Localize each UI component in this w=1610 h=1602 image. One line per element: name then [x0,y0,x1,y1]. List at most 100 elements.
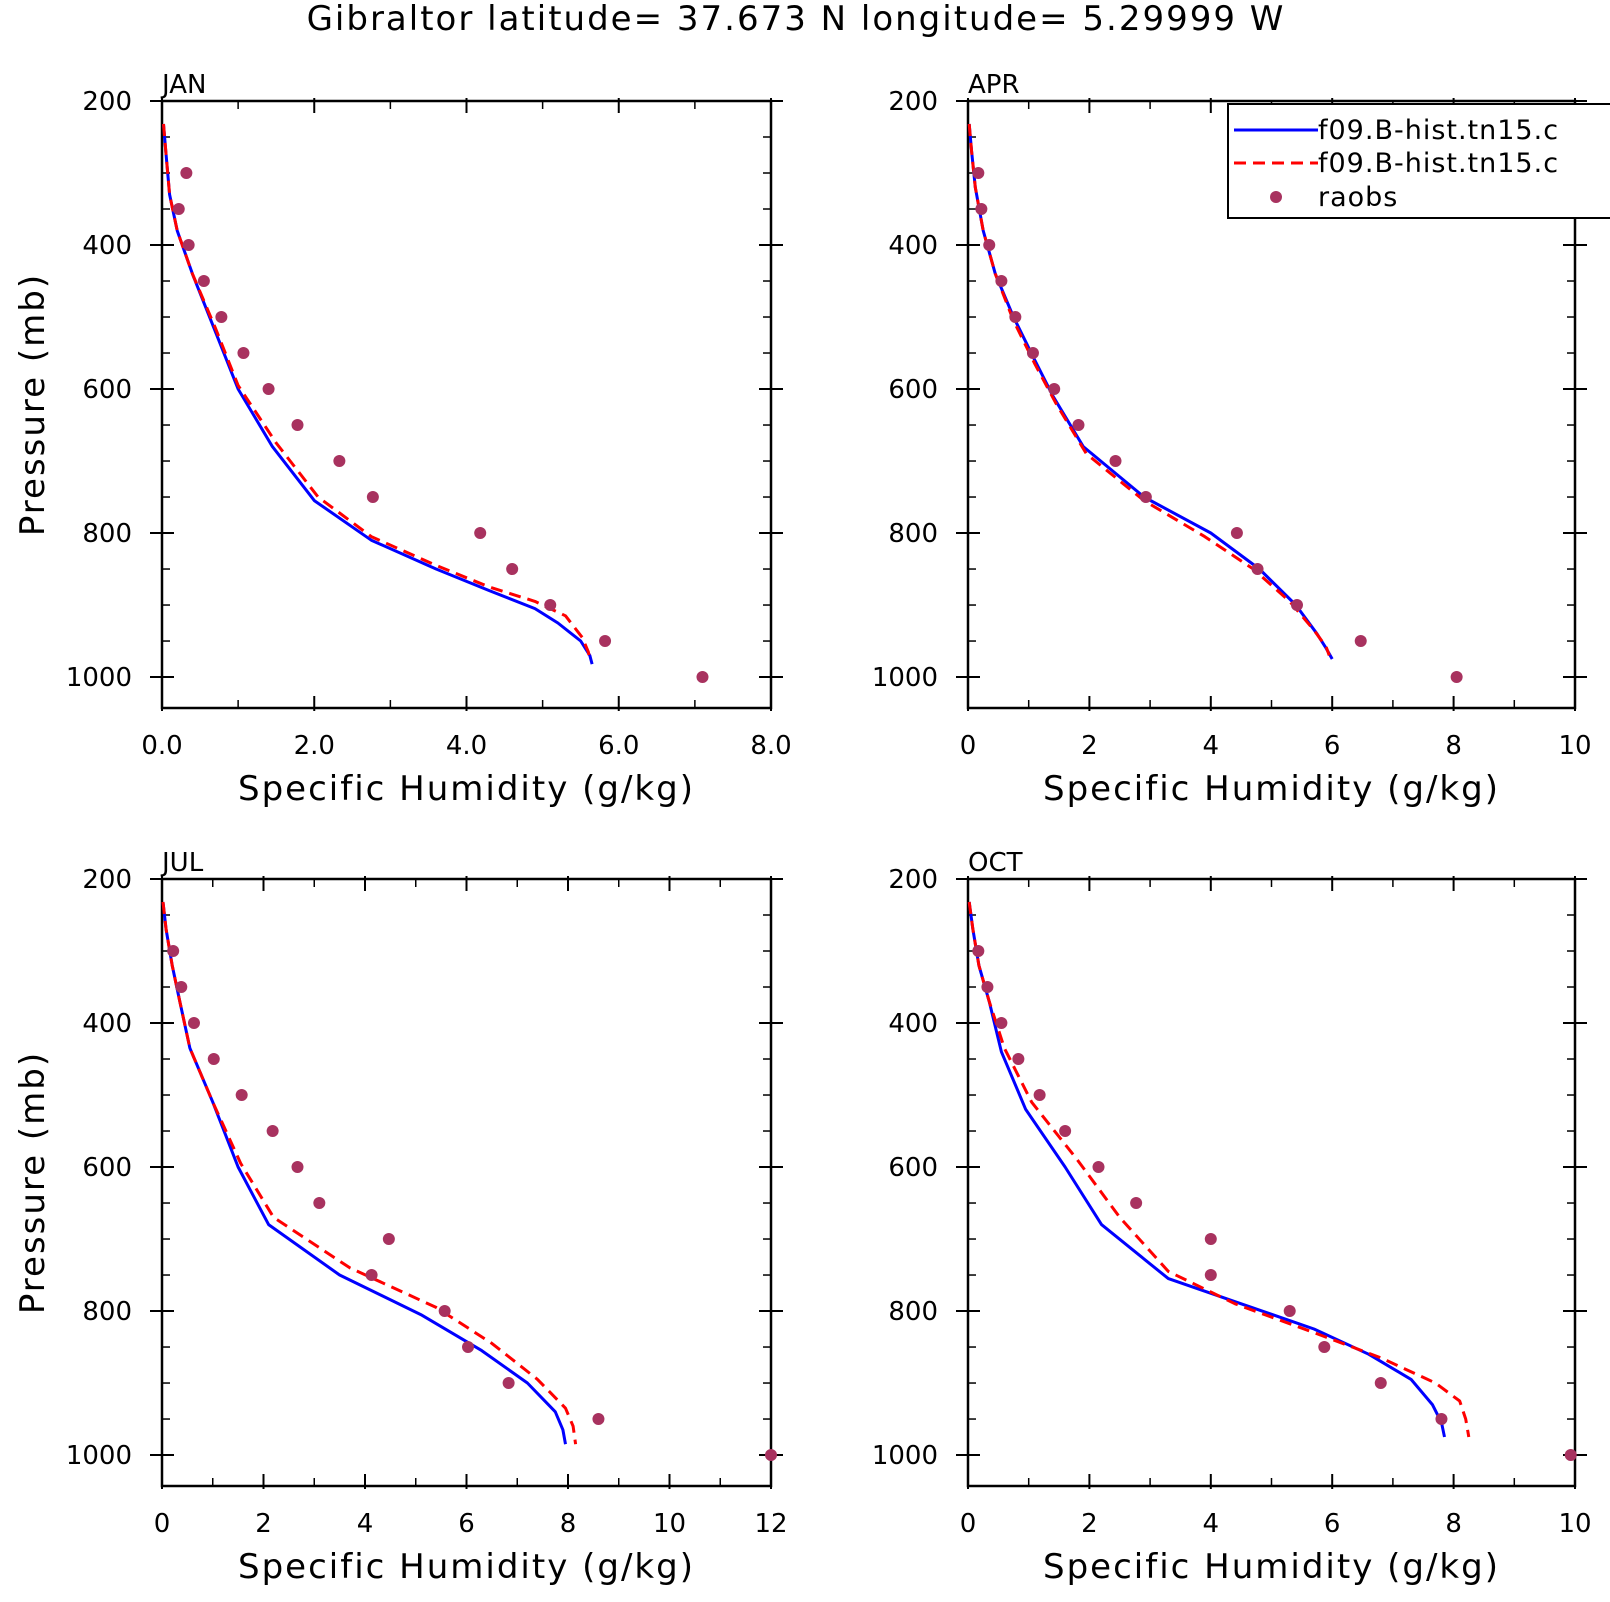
raobs-point [1354,635,1367,648]
y-tick-label: 200 [82,87,132,117]
panel-jan: 200 400 600 800 1000 0.0 2.0 4.0 6.0 8.0 JAN Specif… [13,70,792,809]
raobs-point [215,311,228,324]
raobs-point [592,1413,605,1426]
raobs-point [180,167,193,180]
raobs-point [981,981,994,994]
raobs-point [1450,671,1463,684]
y-axis-title: Pressure (mb) [13,1051,53,1314]
y-tick-label: 1000 [66,1441,132,1471]
panel-label-jan: JAN [160,70,206,100]
raobs-point [1318,1341,1331,1354]
raobs-point [1230,527,1243,540]
raobs-point [1026,347,1039,360]
raobs-point [1139,491,1152,504]
raobs-point [474,527,487,540]
y-tick-label: 1000 [66,663,132,693]
raobs-point [167,945,180,958]
raobs-point [1048,383,1061,396]
legend-label-raobs: raobs [1318,182,1398,213]
x-tick-label: 8 [560,1509,577,1539]
raobs-point [972,945,985,958]
panel-label-apr: APR [968,70,1020,100]
raobs-point [1374,1377,1387,1390]
raobs-point [1012,1053,1025,1066]
raobs-point [983,239,996,252]
y-tick-label: 600 [82,375,132,405]
x-tick-label: 8 [1445,731,1462,761]
y-tick-label: 600 [888,375,938,405]
raobs-point [696,671,709,684]
raobs-point [1109,455,1122,468]
raobs-point [313,1197,326,1210]
legend-label-model-1: f09.B-hist.tn15.c [1318,115,1559,146]
legend-box [1227,103,1610,219]
x-tick-label: 10 [1558,1509,1591,1539]
y-tick-label: 1000 [872,1441,938,1471]
raobs-point [182,239,195,252]
raobs-point [599,635,612,648]
y-tick-label: 800 [888,519,938,549]
x-tick-label: 2 [1081,1509,1098,1539]
x-tick-label: 6 [1324,731,1341,761]
panel-label-oct: OCT [968,848,1023,878]
y-tick-label: 800 [82,519,132,549]
x-axis-title: Specific Humidity (g/kg) [238,1547,695,1587]
y-axis-title: Pressure (mb) [13,273,53,536]
raobs-point [365,1269,378,1282]
y-tick-label: 400 [82,1009,132,1039]
raobs-point [262,383,275,396]
y-tick-label: 200 [82,865,132,895]
raobs-point [975,203,988,216]
y-tick-label: 800 [888,1297,938,1327]
model-1-line [162,123,594,665]
legend-label-model-2: f09.B-hist.tn15.c [1318,148,1559,179]
x-tick-label: 0 [960,1509,977,1539]
x-tick-label: 4 [1203,731,1220,761]
x-tick-label: 6 [458,1509,475,1539]
x-tick-label: 4.0 [446,731,487,761]
plot-frame-jan [160,99,773,710]
raobs-point [1290,599,1303,612]
main-title: Gibraltor latitude= 37.673 N longitude= … [307,0,1286,39]
raobs-point [438,1305,451,1318]
raobs-point [291,1161,304,1174]
x-axis-title: Specific Humidity (g/kg) [1043,1547,1500,1587]
x-tick-label: 2 [1081,731,1098,761]
x-tick-label: 12 [754,1509,787,1539]
plot-frame-jul [160,877,773,1488]
y-tick-label: 600 [888,1153,938,1183]
raobs-point [207,1053,220,1066]
raobs-point [1564,1449,1577,1462]
x-tick-label: 4 [357,1509,374,1539]
raobs-point [1283,1305,1296,1318]
raobs-point [995,275,1008,288]
y-tick-label: 200 [888,87,938,117]
panel-apr: 200 400 600 800 1000 0 2 4 6 8 10 APR Specific Humid… [872,70,1592,809]
raobs-point [1009,311,1022,324]
x-tick-label: 2 [255,1509,272,1539]
raobs-point [333,455,346,468]
raobs-point [1204,1269,1217,1282]
y-tick-label: 400 [82,231,132,261]
x-tick-label: 8 [1445,1509,1462,1539]
raobs-point [1092,1161,1105,1174]
legend-marker-raobs [1270,191,1282,203]
y-tick-label: 1000 [872,663,938,693]
y-tick-label: 400 [888,231,938,261]
panel-jul: 200 400 600 800 1000 0 2 4 6 8 10 12 JUL Specific Hum… [13,848,788,1587]
x-tick-label: 0 [960,731,977,761]
raobs-point [291,419,304,432]
model-1-line [161,901,567,1445]
x-tick-label: 0.0 [141,731,182,761]
x-tick-label: 2.0 [294,731,335,761]
x-tick-label: 6 [1324,1509,1341,1539]
raobs-point [972,167,985,180]
raobs-point [995,1017,1008,1030]
raobs-point [175,981,188,994]
raobs-point [266,1125,279,1138]
raobs-point [382,1233,395,1246]
raobs-point [1059,1125,1072,1138]
x-axis-title: Specific Humidity (g/kg) [238,769,695,809]
model-2-line [967,901,1471,1438]
